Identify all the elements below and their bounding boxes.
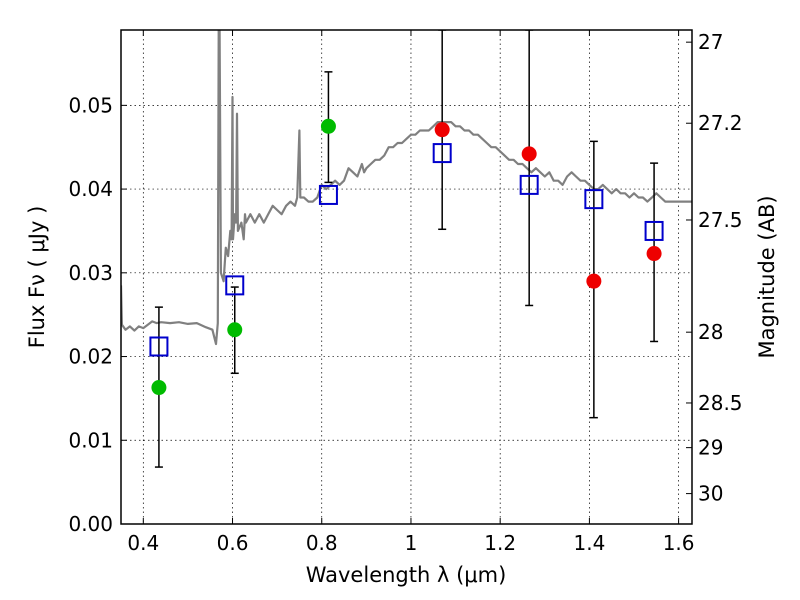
green-point: [320, 118, 336, 134]
x-tick-label: 1.6: [663, 531, 695, 555]
y-axis-right-title: Magnitude (AB): [755, 195, 779, 358]
mag-tick-label: 29: [698, 436, 723, 460]
x-axis-title: Wavelength λ (μm): [306, 563, 507, 587]
y-tick-label: 0.00: [68, 512, 113, 536]
mag-tick-label: 27.2: [698, 111, 743, 135]
x-tick-label: 0.4: [127, 531, 159, 555]
mag-tick-label: 27: [698, 30, 723, 54]
green-point: [151, 380, 167, 396]
mag-tick-label: 28.5: [698, 391, 743, 415]
x-tick-label: 1.2: [484, 531, 516, 555]
y-tick-label: 0.01: [68, 428, 113, 452]
model-square: [519, 174, 539, 195]
spectrum-group: [121, 30, 692, 346]
ticks: 0.4 0.6 0.8 1 1.2 1.4 1.6 0.00 0.01 0.02 0.03 0.04 0…: [68, 30, 743, 555]
plot-background: [121, 30, 692, 524]
x-tick-label: 1.4: [573, 531, 605, 555]
model-square: [225, 275, 245, 296]
model-square: [318, 184, 338, 205]
y-tick-label: 0.05: [68, 93, 113, 117]
red-point: [646, 246, 662, 262]
spectrum-line: [121, 30, 692, 346]
model-square: [149, 336, 169, 357]
model-square: [584, 189, 604, 210]
model-square: [432, 143, 452, 164]
mag-tick-label: 28: [698, 320, 723, 344]
model-square: [644, 220, 664, 241]
plot-frame: [120, 29, 693, 525]
y-axis-title: Flux Fν ( μJy ): [25, 206, 49, 349]
mag-tick-label: 27.5: [698, 208, 743, 232]
red-point: [521, 146, 537, 162]
green-point: [227, 322, 243, 338]
x-tick-label: 1: [405, 531, 418, 555]
red-point: [434, 122, 450, 138]
x-tick-label: 0.8: [306, 531, 338, 555]
marker-group: [149, 118, 664, 396]
mag-tick-label: 30: [698, 482, 723, 506]
y-tick-label: 0.02: [68, 345, 113, 369]
red-point: [586, 273, 602, 289]
x-tick-label: 0.6: [217, 531, 249, 555]
y-tick-label: 0.04: [68, 177, 113, 201]
y-tick-label: 0.03: [68, 261, 113, 285]
